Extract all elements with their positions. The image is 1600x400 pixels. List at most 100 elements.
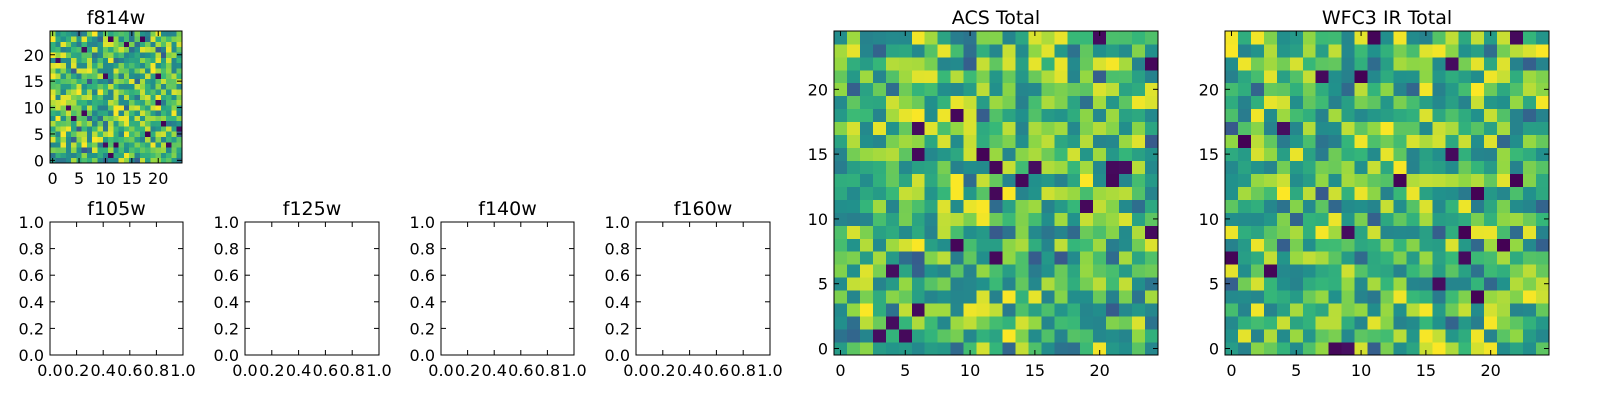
- heatmap-cell: [963, 290, 977, 304]
- heatmap-cell: [1054, 147, 1068, 161]
- heatmap-cell: [1341, 290, 1355, 304]
- heatmap-cell: [150, 89, 156, 95]
- x-tick-label: 5: [900, 361, 910, 380]
- heatmap-cell: [859, 303, 874, 317]
- heatmap-cell: [937, 95, 952, 110]
- heatmap-cell: [1354, 342, 1368, 356]
- heatmap-cell: [1419, 69, 1433, 84]
- heatmap-cell: [55, 120, 61, 127]
- heatmap-cell: [1237, 225, 1252, 239]
- heatmap-cell: [989, 238, 1003, 252]
- heatmap-cell: [1132, 95, 1146, 110]
- heatmap-cell: [1289, 121, 1304, 136]
- heatmap-cell: [1015, 186, 1029, 200]
- heatmap-cell: [139, 152, 146, 159]
- heatmap-cell: [976, 147, 990, 161]
- heatmap-cell: [139, 136, 146, 143]
- heatmap-cell: [1432, 303, 1446, 317]
- heatmap-cell: [1380, 277, 1394, 291]
- heatmap-cell: [97, 41, 104, 48]
- heatmap-cell: [1367, 147, 1381, 161]
- heatmap-cell: [134, 141, 141, 148]
- heatmap-cell: [898, 147, 913, 161]
- heatmap-cell: [1471, 69, 1485, 84]
- heatmap-cell: [1445, 95, 1459, 110]
- heatmap-cell: [1419, 147, 1433, 161]
- heatmap-cell: [1393, 277, 1407, 291]
- heatmap-cell: [1263, 329, 1278, 343]
- heatmap-cell: [76, 52, 83, 58]
- heatmap-cell: [1523, 108, 1537, 123]
- y-tick-label: 0.0: [214, 346, 239, 365]
- heatmap-cell: [65, 52, 72, 58]
- heatmap-cell: [1067, 31, 1081, 45]
- heatmap-cell: [1067, 134, 1081, 149]
- heatmap-cell: [86, 83, 93, 90]
- heatmap-cell: [1315, 225, 1330, 239]
- heatmap-cell: [1028, 108, 1042, 123]
- heatmap-cell: [1054, 173, 1068, 187]
- x-tick-label: 0.0: [623, 361, 648, 380]
- heatmap-cell: [1132, 329, 1146, 343]
- heatmap-cell: [1250, 147, 1265, 161]
- heatmap-cell: [872, 147, 887, 161]
- heatmap-cell: [1276, 264, 1291, 278]
- heatmap-cell: [108, 31, 114, 37]
- heatmap-cell: [885, 31, 900, 45]
- heatmap-cell: [937, 121, 952, 136]
- heatmap-cell: [1145, 186, 1159, 200]
- heatmap-cell: [885, 69, 900, 84]
- heatmap-cell: [911, 186, 926, 200]
- heatmap-cell: [1328, 303, 1343, 317]
- heatmap-cell: [1106, 108, 1120, 123]
- heatmap-cell: [1432, 108, 1446, 123]
- heatmap-cell: [846, 329, 861, 343]
- heatmap-cell: [1119, 303, 1133, 317]
- heatmap-cell: [1041, 290, 1055, 304]
- heatmap-cell: [97, 62, 104, 69]
- heatmap-cell: [963, 173, 977, 187]
- heatmap-cell: [924, 225, 939, 239]
- heatmap-cell: [976, 82, 990, 97]
- heatmap-cell: [1315, 69, 1330, 84]
- heatmap-cell: [1028, 329, 1042, 343]
- heatmap-cell: [1458, 264, 1472, 278]
- heatmap-cell: [145, 110, 151, 116]
- heatmap-cell: [1015, 316, 1029, 330]
- heatmap-cell: [1510, 82, 1524, 97]
- heatmap-cell: [102, 141, 109, 148]
- heatmap-cell: [81, 62, 88, 69]
- heatmap-cell: [1132, 238, 1146, 252]
- heatmap-cell: [1119, 31, 1133, 45]
- heatmap-cell: [1315, 186, 1330, 200]
- heatmap-cell: [55, 41, 61, 48]
- heatmap-cell: [1510, 121, 1524, 136]
- heatmap-cell: [976, 160, 990, 174]
- heatmap-cell: [1276, 342, 1291, 356]
- heatmap-cell: [1289, 342, 1304, 356]
- heatmap-cell: [1380, 251, 1394, 265]
- heatmap-cell: [1341, 31, 1355, 45]
- heatmap-cell: [1093, 212, 1107, 226]
- heatmap-cell: [1419, 173, 1433, 187]
- heatmap-cell: [118, 67, 125, 74]
- heatmap-cell: [1302, 43, 1317, 58]
- heatmap-cell: [859, 121, 874, 136]
- heatmap-cell: [150, 41, 156, 48]
- heatmap-cell: [937, 251, 952, 265]
- heatmap-cell: [1289, 225, 1304, 239]
- heatmap-cell: [1028, 225, 1042, 239]
- x-tick-label: 0.2: [455, 361, 480, 380]
- heatmap-cell: [1225, 134, 1239, 149]
- heatmap-cell: [898, 290, 913, 304]
- heatmap-cell: [102, 73, 109, 79]
- heatmap-cell: [1497, 251, 1511, 265]
- heatmap-cell: [1225, 225, 1239, 239]
- heatmap-cell: [898, 342, 913, 356]
- heatmap-cell: [872, 31, 887, 45]
- heatmap-cell: [166, 83, 172, 90]
- heatmap-cell: [166, 120, 172, 127]
- heatmap-cell: [1015, 121, 1029, 136]
- heatmap-cell: [1393, 95, 1407, 110]
- heatmap-cell: [989, 160, 1003, 174]
